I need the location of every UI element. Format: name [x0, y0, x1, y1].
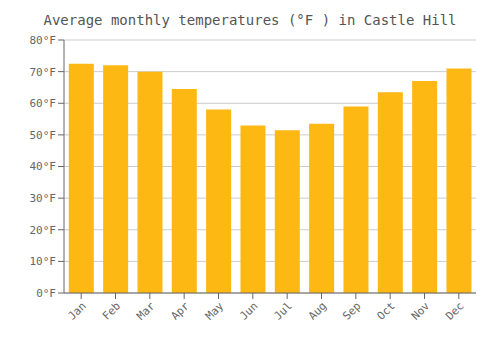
html-text:Average monthly temperatures (: Average monthly temperatures (°F ) in Ca…	[43, 12, 457, 28]
svg-text:40°F: 40°F	[30, 160, 57, 173]
svg-text:Feb: Feb	[100, 299, 123, 322]
svg-text:Sep: Sep	[340, 299, 363, 322]
svg-text:80°F: 80°F	[30, 34, 57, 47]
svg-text:20°F: 20°F	[30, 224, 57, 237]
svg-text:Dec: Dec	[443, 299, 466, 322]
svg-text:Jul: Jul	[272, 299, 295, 322]
svg-text:Jan: Jan	[66, 299, 89, 322]
svg-text:Apr: Apr	[169, 299, 193, 323]
svg-text:0°F: 0°F	[36, 287, 56, 300]
svg-text:Jun: Jun	[237, 299, 260, 322]
svg-text:Mar: Mar	[134, 299, 158, 323]
svg-text:Aug: Aug	[306, 299, 329, 322]
svg-text:Oct: Oct	[375, 299, 398, 322]
svg-text:10°F: 10°F	[30, 255, 57, 268]
svg-text:70°F: 70°F	[30, 66, 57, 79]
svg-text:May: May	[203, 299, 227, 323]
svg-text:60°F: 60°F	[30, 97, 57, 110]
svg-text:50°F: 50°F	[30, 129, 57, 142]
svg-text:30°F: 30°F	[30, 192, 57, 205]
svg-text:Nov: Nov	[409, 299, 433, 323]
